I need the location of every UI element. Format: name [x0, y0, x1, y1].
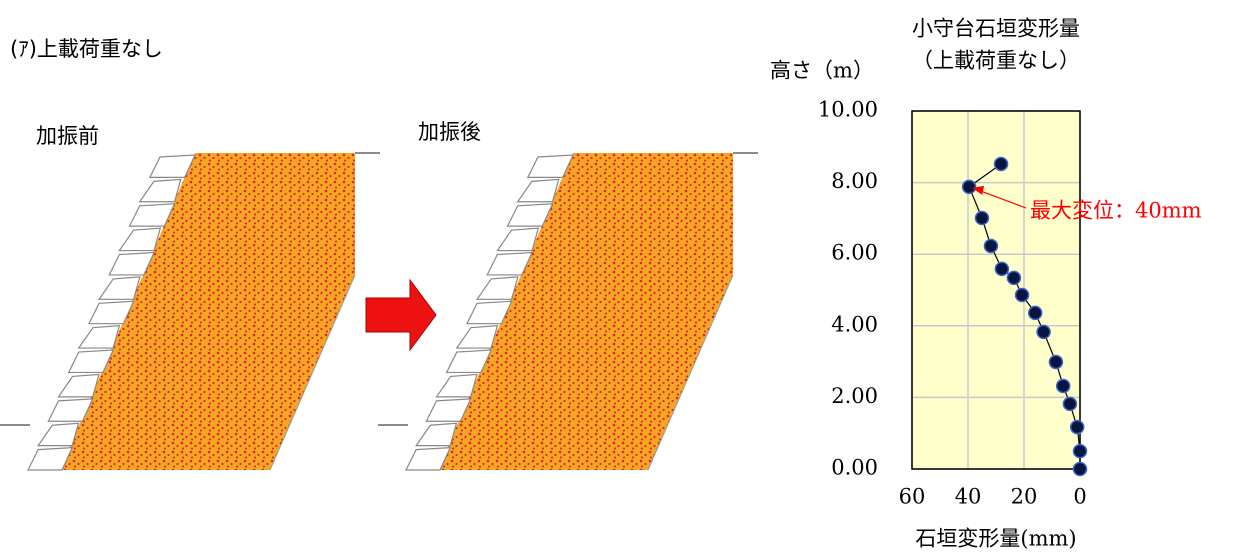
wall-illustration [0, 152, 381, 471]
data-point [974, 210, 990, 226]
y-tick-label: 6.00 [831, 241, 878, 265]
x-tick-label: 60 [899, 485, 926, 509]
wall-illustration [377, 152, 759, 471]
annotation-arrowhead [972, 185, 985, 195]
chart-subtitle: （上載荷重なし） [912, 49, 1080, 73]
x-tick-label: 40 [955, 485, 982, 509]
annotation: 最大変位：40mm [1030, 199, 1202, 223]
data-point [1036, 324, 1051, 340]
y-tick-label: 10.00 [818, 98, 878, 122]
arrow [365, 278, 437, 352]
panel-label: 加振後 [418, 120, 481, 144]
data-point [1014, 287, 1030, 303]
heading: (ｱ)上載荷重なし [10, 37, 163, 61]
y-tick-label: 4.00 [831, 312, 878, 336]
data-point [1006, 270, 1022, 286]
chart-title: 小守台石垣変形量 [912, 17, 1080, 41]
data-point [1027, 305, 1043, 321]
data-point [993, 156, 1009, 172]
data-point [1072, 443, 1088, 459]
y-tick-label: 0.00 [831, 456, 878, 480]
plot-frame [911, 110, 1081, 470]
annotation-arrow [974, 188, 1027, 209]
data-point [994, 261, 1010, 277]
data-point [961, 179, 977, 195]
panel-label: 加振前 [36, 124, 99, 148]
y-axis-label: 高さ（m） [770, 59, 874, 83]
data-point [1062, 396, 1078, 412]
x-axis-label: 石垣変形量(mm) [915, 527, 1076, 551]
chart: 小守台石垣変形量 （上載荷重なし） 高さ（m） 石垣変形量(mm) 0.00 2.… [770, 17, 1202, 551]
data-point [983, 238, 999, 254]
y-tick-label: 2.00 [831, 384, 878, 408]
y-tick-label: 8.00 [831, 169, 878, 193]
data-point [1055, 378, 1071, 394]
data-point [1072, 461, 1088, 477]
x-tick-label: 20 [1011, 485, 1038, 509]
data-point [1048, 354, 1064, 370]
data-point [1069, 419, 1085, 435]
plot-area [912, 111, 1080, 469]
x-tick-label: 0 [1073, 485, 1086, 509]
